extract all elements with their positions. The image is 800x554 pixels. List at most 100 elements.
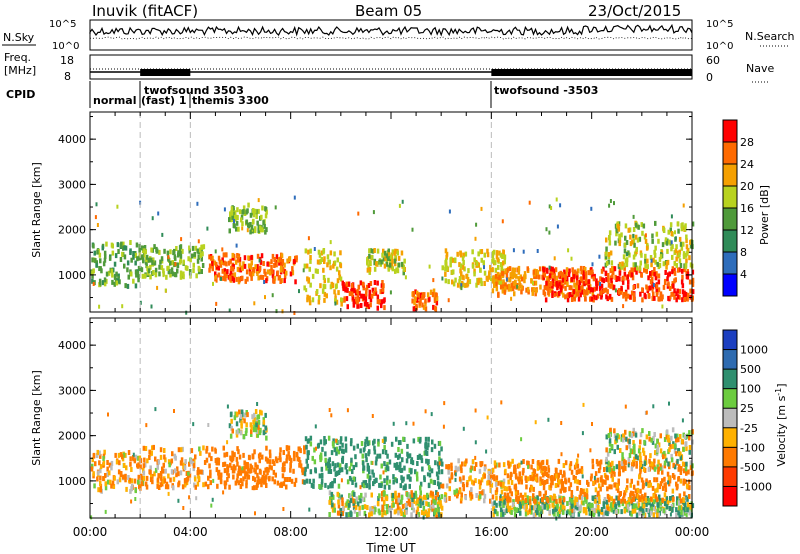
scatter-cell [117,469,121,475]
scatter-cell [689,239,692,245]
scatter-cell [292,468,295,474]
scatter-cell [610,296,614,302]
scatter-cell [306,455,310,460]
scatter-cell [366,258,369,264]
scatter-cell [371,508,375,514]
scatter-cell [265,445,268,451]
scatter-cell [448,496,451,501]
scatter-cell [163,448,166,453]
scatter-cell [135,272,138,278]
scatter-cell [414,289,417,295]
nave-tick-top: 60 [706,54,720,67]
scatter-cell [662,227,666,232]
scatter-cell [124,245,128,251]
scatter-cell [294,477,298,483]
scatter-cell [368,449,371,455]
scatter-cell [271,269,274,275]
scatter-cell [580,466,584,472]
scatter-cell [353,288,356,294]
scatter-cell [356,512,359,517]
scatter-cell [271,253,275,259]
scatter-cell [628,271,631,277]
scatter-cell [132,251,135,256]
scatter-cell [470,494,474,500]
scatter-cell [619,491,622,496]
scatter-cell [388,256,391,261]
scatter-cell [363,510,367,516]
scatter-cell [657,287,661,293]
scatter-cell [513,469,516,475]
scatter-cell [527,460,530,466]
scatter-cell [427,436,430,442]
scatter-cell [237,480,241,486]
scatter-cell [678,451,681,457]
scatter-cell [116,479,119,485]
scatter-cell [362,460,365,466]
scatter-cell [558,512,561,518]
scatter-cell [558,479,561,485]
scatter-cell [162,268,165,274]
scatter-cell [447,469,450,475]
scatter-cell [195,273,198,279]
scatter-cell [350,438,353,444]
scatter-cell [329,496,332,502]
scatter-cell [474,236,477,241]
scatter-cell [663,460,667,466]
scatter-cell [264,295,266,300]
scatter-cell [432,278,435,283]
scatter-cell [479,267,482,273]
scatter-cell [273,479,276,485]
scatter-cell [228,423,232,429]
scatter-cell [134,269,138,275]
scatter-cell [483,281,486,286]
scatter-cell [499,496,502,501]
scatter-cell [161,481,164,487]
scatter-cell [668,286,672,291]
scatter-cell [162,478,165,484]
scatter-cell [523,504,526,510]
scatter-cell [252,268,256,274]
scatter-cell [549,269,552,275]
scatter-cell [391,266,394,272]
scatter-cell [338,270,341,276]
scatter-cell [667,475,671,481]
scatter-cell [329,250,333,256]
scatter-cell [512,248,515,253]
scatter-cell [621,456,625,462]
scatter-cell [492,506,495,512]
scatter-cell [416,514,419,519]
scatter-cell [566,297,570,303]
scatter-cell [529,503,532,509]
scatter-cell [421,294,424,300]
scatter-cell [236,256,240,262]
scatter-cell [560,504,563,510]
scatter-cell [535,288,538,294]
scatter-cell [478,494,482,499]
scatter-cell [648,498,651,503]
scatter-cell [429,504,432,510]
scatter-cell [526,510,530,516]
scatter-cell [654,488,657,494]
scatter-cell [297,446,300,452]
scatter-cell [309,258,312,264]
scatter-cell [378,259,381,265]
scatter-cell [382,470,385,475]
scatter-cell [333,447,337,453]
scatter-cell [290,457,293,463]
scatter-cell [683,510,687,516]
scatter-cell [346,408,349,413]
scatter-cell [397,454,400,460]
scatter-cell [503,486,506,491]
scatter-cell [630,272,634,278]
scatter-cell [289,462,292,468]
scatter-cell [440,446,443,452]
scatter-cell [283,273,287,279]
scatter-cell [226,467,229,473]
scatter-cell [609,503,613,509]
scatter-cell [235,456,239,462]
scatter-cell [285,458,288,464]
scatter-cell [602,278,606,284]
scatter-cell [512,283,516,289]
scatter-cell [595,285,598,291]
scatter-cell [663,437,667,442]
